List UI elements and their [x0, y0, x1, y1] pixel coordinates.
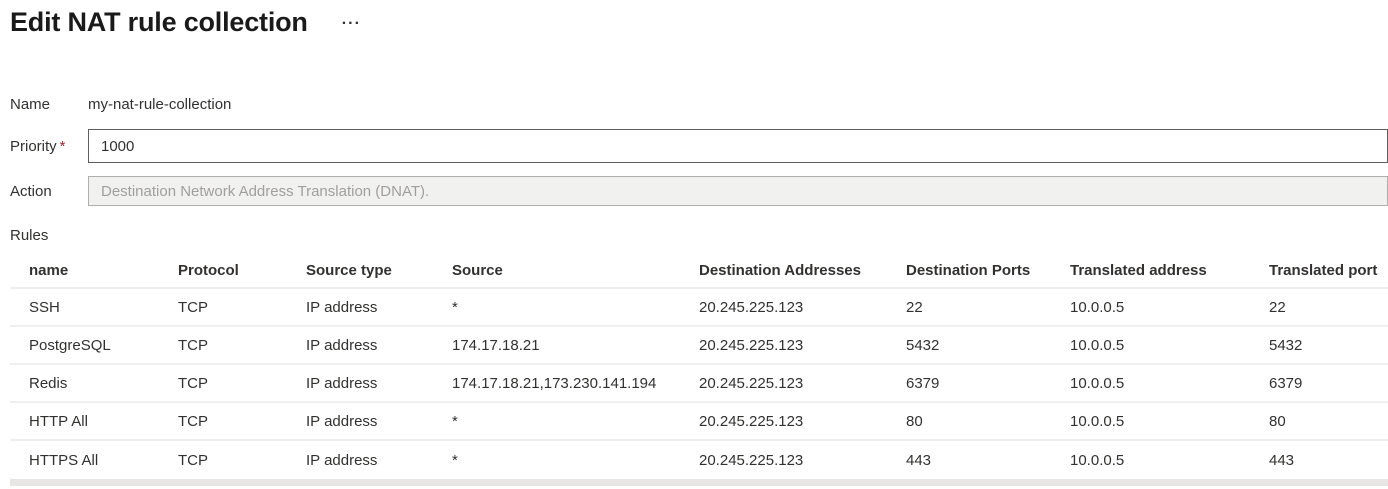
action-input — [88, 176, 1388, 206]
table-cell: 20.245.225.123 — [699, 336, 804, 354]
table-cell: PostgreSQL — [29, 336, 111, 354]
table-cell: * — [452, 412, 458, 430]
name-value: my-nat-rule-collection — [88, 95, 232, 113]
table-cell: TCP — [178, 298, 208, 316]
table-cell: 22 — [906, 298, 923, 316]
table-cell: 6379 — [1269, 374, 1303, 392]
rules-section-label: Rules — [10, 227, 49, 244]
table-row[interactable]: SSH TCP IP address * 20.245.225.123 22 10.0.0.… — [10, 289, 1388, 327]
table-cell: TCP — [178, 412, 208, 430]
table-cell: IP address — [306, 298, 378, 316]
table-cell: 174.17.18.21 — [452, 336, 540, 354]
table-cell: TCP — [178, 451, 208, 469]
rules-table-body: SSH TCP IP address * 20.245.225.123 22 10.0.0.… — [10, 289, 1388, 479]
table-bottom-scrollbar[interactable] — [10, 479, 1388, 486]
column-header-destination-addresses: Destination Addresses — [699, 261, 861, 279]
table-cell: 443 — [906, 451, 932, 469]
table-row[interactable]: PostgreSQL TCP IP address 174.17.18.21 20.24… — [10, 327, 1388, 365]
table-cell: 443 — [1269, 451, 1295, 469]
more-options-icon[interactable]: ... — [342, 8, 361, 32]
priority-label: Priority * — [10, 137, 66, 155]
table-cell: SSH — [29, 298, 60, 316]
table-cell: 22 — [1269, 298, 1286, 316]
name-field-row: Name my-nat-rule-collection — [0, 94, 1388, 114]
table-cell: Redis — [29, 374, 68, 392]
table-cell: * — [452, 298, 458, 316]
priority-input[interactable] — [88, 129, 1388, 163]
table-row[interactable]: HTTPS All TCP IP address * 20.245.225.123 443… — [10, 441, 1388, 479]
column-header-source: Source — [452, 261, 503, 279]
table-row[interactable]: HTTP All TCP IP address * 20.245.225.123 80 10… — [10, 403, 1388, 441]
column-header-name: name — [29, 261, 69, 279]
table-cell: IP address — [306, 451, 378, 469]
table-cell: 6379 — [906, 374, 940, 392]
rules-table: name Protocol Source type Source Destina… — [10, 253, 1388, 479]
table-cell: HTTP All — [29, 412, 88, 430]
column-header-source-type: Source type — [306, 261, 392, 279]
table-cell: 20.245.225.123 — [699, 374, 804, 392]
table-cell: 10.0.0.5 — [1070, 336, 1125, 354]
action-field-row: Action — [0, 176, 1388, 206]
table-cell: 20.245.225.123 — [699, 412, 804, 430]
column-header-translated-port: Translated port — [1269, 261, 1378, 279]
column-header-translated-address: Translated address — [1070, 261, 1207, 279]
table-cell: TCP — [178, 336, 208, 354]
table-cell: 174.17.18.21,173.230.141.194 — [452, 374, 657, 392]
table-cell: 10.0.0.5 — [1070, 412, 1125, 430]
table-cell: 5432 — [1269, 336, 1303, 354]
title-row: Edit NAT rule collection ... — [0, 0, 1388, 44]
table-row[interactable]: Redis TCP IP address 174.17.18.21,173.230.1… — [10, 365, 1388, 403]
table-cell: 20.245.225.123 — [699, 451, 804, 469]
table-cell: 20.245.225.123 — [699, 298, 804, 316]
table-cell: 10.0.0.5 — [1070, 451, 1125, 469]
table-cell: IP address — [306, 336, 378, 354]
table-cell: 80 — [1269, 412, 1286, 430]
required-marker: * — [59, 137, 66, 155]
table-cell: 10.0.0.5 — [1070, 374, 1125, 392]
table-cell: 5432 — [906, 336, 940, 354]
name-label: Name — [10, 95, 51, 113]
table-cell: TCP — [178, 374, 208, 392]
table-cell: HTTPS All — [29, 451, 99, 469]
rules-table-header: name Protocol Source type Source Destina… — [10, 253, 1388, 289]
column-header-protocol: Protocol — [178, 261, 239, 279]
table-cell: 10.0.0.5 — [1070, 298, 1125, 316]
priority-field-row: Priority * — [0, 129, 1388, 163]
table-cell: * — [452, 451, 458, 469]
column-header-destination-ports: Destination Ports — [906, 261, 1031, 279]
action-label: Action — [10, 182, 52, 200]
table-cell: 80 — [906, 412, 923, 430]
page-title: Edit NAT rule collection — [10, 7, 308, 37]
table-cell: IP address — [306, 412, 378, 430]
table-cell: IP address — [306, 374, 378, 392]
